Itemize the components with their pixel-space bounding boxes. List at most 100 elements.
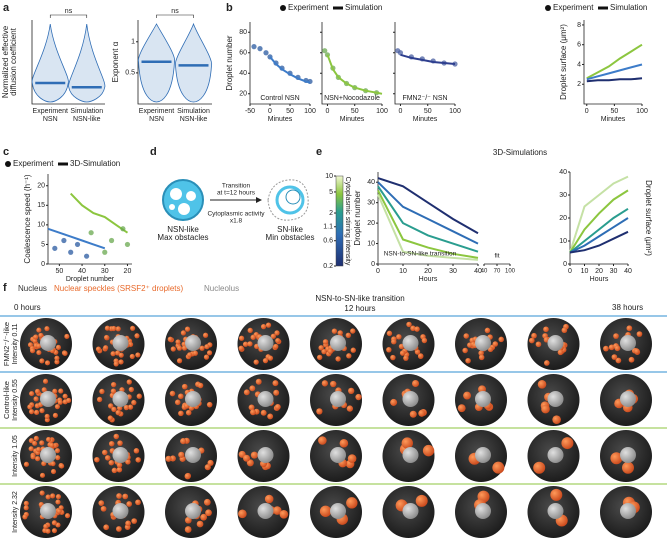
series-line xyxy=(377,185,479,253)
speckle xyxy=(36,350,42,356)
speckle xyxy=(603,345,609,352)
legend-label: Nuclear speckles (SRSF2⁺ droplets) xyxy=(54,284,183,293)
speckle xyxy=(255,378,262,385)
speckle xyxy=(196,520,204,528)
speckle xyxy=(135,457,141,463)
legend-label: Nucleolus xyxy=(204,284,239,293)
speckle xyxy=(104,334,110,341)
colorbar-tick-label: 5 xyxy=(329,189,333,196)
speckle xyxy=(610,452,623,465)
nucleolus xyxy=(185,335,201,351)
violin xyxy=(68,23,106,103)
row-label: Control-like xyxy=(2,381,11,419)
data-point xyxy=(52,245,58,251)
speckle xyxy=(131,518,138,524)
speckle xyxy=(465,357,471,364)
nucleolus xyxy=(620,335,636,351)
nucleolus xyxy=(257,447,274,463)
speckle xyxy=(192,350,198,356)
speckle xyxy=(50,468,57,475)
speckle xyxy=(561,327,568,334)
x-tick-label: NSN-like xyxy=(180,116,208,123)
speckle xyxy=(115,409,121,416)
series-line xyxy=(569,217,629,254)
speckle xyxy=(23,500,29,506)
speckle xyxy=(318,436,327,445)
speckle xyxy=(62,350,68,356)
speckle xyxy=(45,528,51,534)
bracket xyxy=(49,14,88,18)
axis xyxy=(321,22,382,105)
speckle xyxy=(32,338,38,344)
series-line xyxy=(586,77,643,83)
speckle xyxy=(396,334,402,340)
speckle xyxy=(180,438,187,445)
speckle xyxy=(39,472,46,478)
speckle xyxy=(250,451,258,459)
speckle xyxy=(44,326,50,332)
speckle xyxy=(30,454,36,460)
speckle xyxy=(94,456,100,463)
speckle xyxy=(50,461,56,467)
nucleolus xyxy=(475,503,491,519)
nucleolus xyxy=(330,391,346,407)
speckle xyxy=(32,440,38,446)
speckle xyxy=(136,393,142,399)
speckle xyxy=(614,345,621,352)
x-tick-label: 40 xyxy=(78,268,86,275)
speckle xyxy=(350,347,356,353)
y-tick-label: 30 xyxy=(367,200,375,207)
speckle xyxy=(321,380,329,387)
axis xyxy=(583,20,642,105)
nucleolus xyxy=(40,391,56,407)
speckle xyxy=(528,337,535,344)
speckle xyxy=(264,494,274,504)
speckle xyxy=(390,354,396,361)
speckle xyxy=(108,403,114,409)
nucleolus xyxy=(112,335,129,351)
speckle xyxy=(122,493,129,500)
x-tick-label: 50 xyxy=(424,108,432,115)
y-tick-label: 10 xyxy=(37,222,45,229)
x-axis-label: Minutes xyxy=(268,116,293,123)
x-tick-label: -50 xyxy=(245,108,255,115)
sn-ring xyxy=(275,185,305,215)
speckle xyxy=(44,360,51,366)
series-line xyxy=(69,192,129,234)
series-line xyxy=(569,175,629,253)
x-tick-label: 70 xyxy=(494,269,501,275)
x-tick-label: 50 xyxy=(55,268,63,275)
speckle xyxy=(243,454,251,462)
axis xyxy=(249,22,310,105)
speckle xyxy=(113,433,120,440)
speckle xyxy=(42,378,49,384)
speckle xyxy=(187,352,193,358)
speckle xyxy=(116,466,123,473)
speckle xyxy=(126,379,132,385)
annotation: ns xyxy=(65,8,73,15)
speckle xyxy=(135,499,141,506)
speckle xyxy=(49,442,55,448)
annotation: NSN-to-SN-like transition xyxy=(384,251,457,258)
speckle xyxy=(184,526,192,533)
nucleolus xyxy=(185,391,201,407)
nucleolus xyxy=(402,391,419,407)
speckle xyxy=(110,388,117,394)
data-point xyxy=(124,241,131,248)
speckle xyxy=(319,505,332,517)
panel-label: d xyxy=(150,146,157,158)
nucleolus xyxy=(402,335,419,351)
x-tick-label: Experiment xyxy=(139,108,174,115)
speckle xyxy=(615,357,622,364)
series-line xyxy=(377,177,479,235)
nucleolus xyxy=(475,391,491,407)
x-tick-label: 0 xyxy=(568,268,572,275)
legend-dot xyxy=(5,161,11,167)
speckle xyxy=(103,345,109,351)
x-axis-label: Droplet number xyxy=(66,276,115,283)
speckle xyxy=(128,386,134,393)
speckle xyxy=(126,501,133,507)
speckle xyxy=(54,448,60,454)
speckle xyxy=(626,325,633,332)
